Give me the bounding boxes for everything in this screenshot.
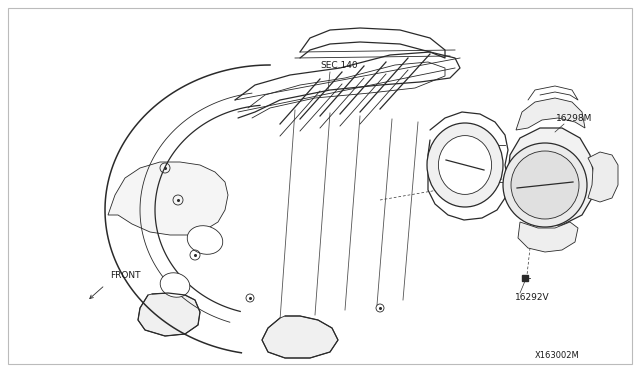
Text: SEC.140: SEC.140: [320, 61, 358, 70]
Polygon shape: [508, 128, 594, 225]
Ellipse shape: [427, 123, 503, 207]
Polygon shape: [518, 222, 578, 252]
Circle shape: [511, 151, 579, 219]
Circle shape: [503, 143, 587, 227]
Polygon shape: [262, 316, 338, 358]
Text: X163002M: X163002M: [535, 350, 580, 359]
Polygon shape: [138, 293, 200, 336]
Polygon shape: [588, 152, 618, 202]
Polygon shape: [108, 162, 228, 235]
Ellipse shape: [438, 136, 492, 195]
Polygon shape: [516, 98, 585, 130]
Ellipse shape: [160, 273, 190, 297]
Ellipse shape: [188, 226, 223, 254]
Text: 16298M: 16298M: [556, 113, 593, 122]
Text: FRONT: FRONT: [110, 271, 141, 280]
Text: 16292V: 16292V: [515, 294, 550, 302]
